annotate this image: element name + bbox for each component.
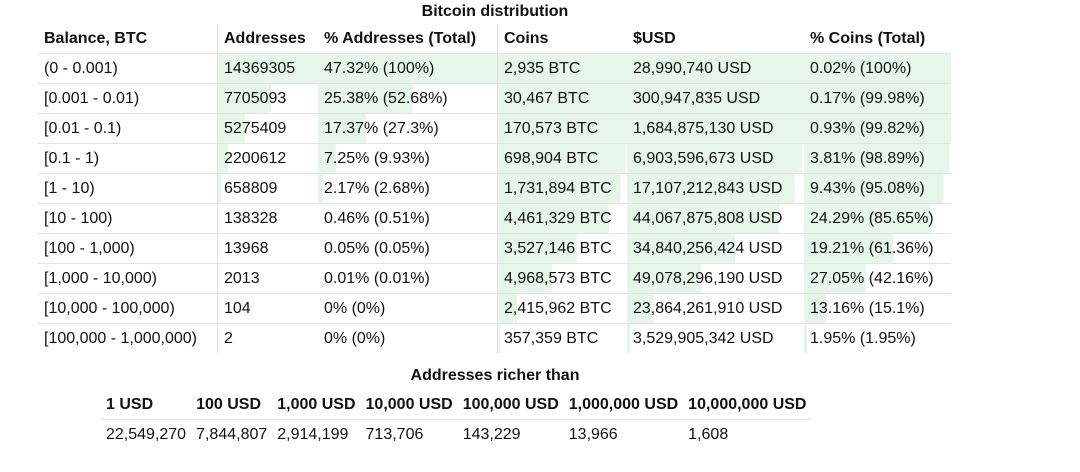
cell-addresses: 13968 [217,233,318,264]
table-row: [0.001 - 0.01) 7705093 25.38% (52.68%) 30,4… [38,83,951,114]
cell-coins: 3,527,146 BTC [497,233,627,264]
table-row: [10 - 100) 138328 0.46% (0.51%) 4,461,329 B… [38,203,951,234]
header-addresses: Addresses [217,24,318,54]
richer-value: 7,844,807 [196,426,268,443]
table-row: [10,000 - 100,000) 104 0% (0%) 2,415,962 BT… [38,293,951,324]
richer-value: 13,966 [568,426,618,443]
cell-pct-coins: 0.93% (99.82%) [804,113,951,144]
richer-header: 1,000,000 USD [563,390,684,420]
cell-pct-addresses: 17.37% (27.3%) [318,113,498,144]
cell-addresses: 104 [217,293,318,324]
header-coins: Coins [497,24,627,54]
cell-usd: 3,529,905,342 USD [627,323,804,353]
cell-usd: 28,990,740 USD [627,53,804,84]
table-row: [100 - 1,000) 13968 0.05% (0.05%) 3,527,146… [38,233,951,264]
cell-addresses: 2200612 [217,143,318,174]
cell-pct-addresses: 47.32% (100%) [318,53,498,84]
cell-pct-coins: 3.81% (98.89%) [804,143,951,174]
richer-value: 143,229 [462,426,521,443]
richer-header: 10,000,000 USD [683,390,812,420]
cell-pct-addresses: 2.17% (2.68%) [318,173,498,204]
cell-pct-coins: 19.21% (61.36%) [804,233,951,264]
cell-addresses: 138328 [217,203,318,234]
richer-header-row: 1 USD 100 USD 1,000 USD 10,000 USD 100,000 U… [101,390,812,420]
cell-balance: [0.01 - 0.1) [38,113,218,144]
cell-pct-coins: 1.95% (1.95%) [804,323,951,353]
richer-title: Addresses richer than [410,367,580,384]
cell-addresses: 7705093 [217,83,318,114]
cell-pct-coins: 0.17% (99.98%) [804,83,951,114]
cell-usd: 23,864,261,910 USD [627,293,804,324]
cell-usd: 44,067,875,808 USD [627,203,804,234]
cell-balance: [100 - 1,000) [38,233,218,264]
richer-header: 1 USD [101,390,192,420]
cell-usd: 49,078,296,190 USD [627,263,804,294]
cell-pct-addresses: 7.25% (9.93%) [318,143,498,174]
richer-header: 10,000 USD [360,390,458,420]
cell-usd: 17,107,212,843 USD [627,173,804,204]
cell-coins: 357,359 BTC [497,323,627,353]
header-usd: $USD [633,30,676,47]
cell-balance: [100,000 - 1,000,000) [38,323,218,353]
cell-addresses: 2 [217,323,318,353]
cell-usd: 1,684,875,130 USD [627,113,804,144]
richer-header: 1,000 USD [272,390,361,420]
cell-usd: 34,840,256,424 USD [627,233,804,264]
cell-pct-addresses: 0% (0%) [318,323,498,353]
distribution-table: Balance, BTC Addresses % Addresses (Tota… [38,24,951,353]
header-balance: Balance, BTC [44,30,148,47]
cell-addresses: 2013 [217,263,318,294]
richer-header: 100,000 USD [457,390,564,420]
cell-addresses: 5275409 [217,113,318,144]
cell-balance: [1 - 10) [38,173,218,204]
cell-pct-addresses: 0.05% (0.05%) [318,233,498,264]
table-row: (0 - 0.001) 14369305 47.32% (100%) 2,935 BT… [38,53,951,84]
header-pct-addresses: % Addresses (Total) [324,30,477,47]
cell-balance: [10,000 - 100,000) [38,293,218,324]
cell-coins: 4,968,573 BTC [497,263,627,294]
cell-balance: [0.001 - 0.01) [38,83,218,114]
cell-pct-coins: 27.05% (42.16%) [804,263,951,294]
cell-usd: 300,947,835 USD [627,83,804,114]
cell-balance: [10 - 100) [38,203,218,234]
cell-coins: 2,935 BTC [497,53,627,84]
cell-pct-addresses: 0% (0%) [318,293,498,324]
richer-header: 100 USD [191,390,273,420]
table-row: [0.1 - 1) 2200612 7.25% (9.93%) 698,904 BTC… [38,143,951,174]
cell-addresses: 658809 [217,173,318,204]
richer-value-row: 22,549,270 7,844,807 2,914,199 713,706 143,2… [101,420,811,451]
richer-value: 713,706 [365,426,424,443]
cell-balance: [0.1 - 1) [38,143,218,174]
cell-addresses: 14369305 [217,53,318,84]
header-pct-coins: % Coins (Total) [810,30,926,47]
richer-value: 2,914,199 [277,426,349,443]
table-row: [100,000 - 1,000,000) 2 0% (0%) 357,359 BTC… [38,323,951,353]
cell-coins: 30,467 BTC [497,83,627,114]
table-row: [1 - 10) 658809 2.17% (2.68%) 1,731,894 BTC… [38,173,951,204]
cell-pct-addresses: 25.38% (52.68%) [318,83,498,114]
richer-value: 1,608 [688,426,729,443]
cell-coins: 2,415,962 BTC [497,293,627,324]
cell-pct-addresses: 0.46% (0.51%) [318,203,498,234]
cell-pct-coins: 9.43% (95.08%) [804,173,951,204]
cell-balance: [1,000 - 10,000) [38,263,218,294]
cell-usd: 6,903,596,673 USD [627,143,804,174]
cell-coins: 698,904 BTC [497,143,627,174]
richer-table: 1 USD 100 USD 1,000 USD 10,000 USD 100,000 U… [101,390,812,451]
cell-pct-coins: 24.29% (85.65%) [804,203,951,234]
cell-coins: 170,573 BTC [497,113,627,144]
cell-balance: (0 - 0.001) [38,53,218,84]
cell-coins: 4,461,329 BTC [497,203,627,234]
table-row: [0.01 - 0.1) 5275409 17.37% (27.3%) 170,573… [38,113,951,144]
cell-pct-coins: 13.16% (15.1%) [804,293,951,324]
cell-coins: 1,731,894 BTC [497,173,627,204]
distribution-header-row: Balance, BTC Addresses % Addresses (Tota… [38,24,951,54]
cell-pct-coins: 0.02% (100%) [804,53,951,84]
richer-value: 22,549,270 [106,426,187,443]
distribution-title: Bitcoin distribution [421,3,569,20]
table-row: [1,000 - 10,000) 2013 0.01% (0.01%) 4,968,5… [38,263,951,294]
cell-pct-addresses: 0.01% (0.01%) [318,263,498,294]
